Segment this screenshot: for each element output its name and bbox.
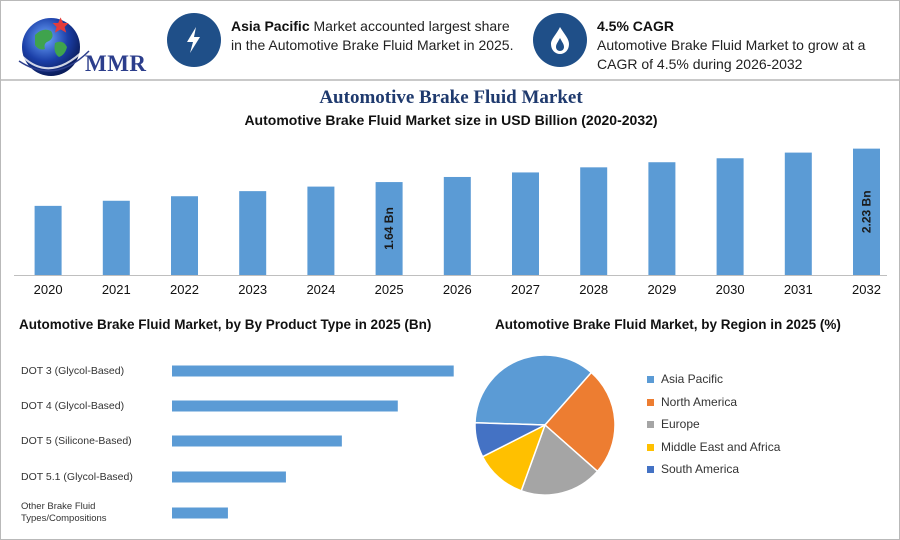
cagr-description: Automotive Brake Fluid Market to grow at… (597, 37, 866, 72)
x-tick-2029: 2029 (647, 282, 676, 297)
highlight-cagr: 4.5% CAGR Automotive Brake Fluid Market … (533, 13, 883, 74)
legend-swatch (647, 398, 654, 406)
chart-title: Automotive Brake Fluid Market (319, 87, 583, 108)
highlight-1-rest: Market accounted largest share in the Au… (231, 18, 514, 53)
pie-slice-0 (474, 354, 593, 426)
legend-swatch (647, 466, 654, 473)
highlight-1-bold: Asia Pacific (231, 18, 310, 34)
category-label-1: DOT 4 (Glycol-Based) (21, 400, 124, 412)
flame-drop-icon (551, 27, 569, 54)
highlight-1-badge (167, 13, 221, 67)
category-label-line-1: Types/Compositions (21, 513, 107, 524)
cagr-title: 4.5% CAGR (597, 18, 675, 34)
globe-icon (18, 17, 90, 76)
bar-2024 (307, 186, 335, 275)
category-label-0: DOT 3 (Glycol-Based) (21, 365, 124, 377)
category-label-2: DOT 5 (Silicone-Based) (21, 435, 132, 447)
chart-subtitle: Automotive Brake Fluid Market size in US… (244, 112, 658, 128)
bar-2029 (648, 162, 676, 275)
bar-2031 (784, 152, 812, 275)
hbar-3 (172, 471, 286, 483)
x-tick-2021: 2021 (102, 282, 131, 297)
bar-2022 (171, 196, 198, 275)
x-tick-2023: 2023 (238, 282, 267, 297)
x-tick-2024: 2024 (306, 282, 335, 297)
data-label-2032: 2.23 Bn (860, 190, 874, 233)
legend-label: Asia Pacific (661, 372, 724, 386)
legend-label: Middle East and Africa (661, 439, 781, 454)
category-label-4: Other Brake Fluid Types/Compositions (21, 501, 107, 524)
pie-slice-1 (543, 371, 616, 473)
bar-2021 (102, 200, 130, 275)
hbar-4 (172, 507, 228, 519)
legend-label: South America (661, 462, 740, 476)
hbar-2 (172, 435, 342, 447)
hbar-0 (172, 365, 454, 377)
category-label-3: DOT 5.1 (Glycol-Based) (21, 471, 133, 483)
x-tick-2027: 2027 (511, 282, 540, 297)
bar-2030 (716, 158, 744, 275)
legend-label: North America (661, 394, 738, 409)
legend-swatch (647, 421, 654, 428)
lightning-bolt-icon (187, 27, 200, 53)
region-pie-chart (474, 354, 616, 496)
market-size-bar-chart: 2020 2021 2022 2023 2024 2025 1.64 Bn 2026 2027 2… (14, 148, 887, 297)
x-tick-2020: 2020 (34, 282, 63, 297)
bar-2023 (239, 191, 267, 275)
hbar-1 (172, 400, 398, 412)
bar-2025 (375, 182, 403, 275)
highlight-asia-pacific: Asia Pacific Market accounted largest sh… (167, 13, 517, 71)
legend-swatch (647, 376, 654, 383)
data-label-2025: 1.64 Bn (382, 207, 396, 250)
pie-slice-2 (520, 423, 599, 496)
bar-2020 (34, 205, 62, 275)
legend-swatch (647, 443, 654, 451)
x-tick-2028: 2028 (579, 282, 608, 297)
x-tick-2026: 2026 (443, 282, 472, 297)
header-divider (1, 79, 899, 81)
x-tick-2022: 2022 (170, 282, 199, 297)
x-tick-2032: 2032 (852, 282, 881, 297)
product-type-chart-title: Automotive Brake Fluid Market, by By Pro… (19, 317, 432, 332)
x-tick-2030: 2030 (716, 282, 745, 297)
highlight-1-text: Asia Pacific Market accounted largest sh… (231, 17, 517, 55)
region-chart-title: Automotive Brake Fluid Market, by Region… (495, 317, 841, 332)
legend-label: Europe (661, 417, 700, 431)
highlight-2-badge (533, 13, 587, 67)
mmr-logo: MMR (15, 13, 146, 79)
bar-2028 (580, 167, 608, 275)
x-tick-2025: 2025 (375, 282, 404, 297)
bar-2032 (853, 148, 880, 275)
logo-text: MMR (85, 51, 147, 76)
x-tick-2031: 2031 (784, 282, 813, 297)
pie-slice-4 (474, 421, 546, 458)
highlight-2-text: 4.5% CAGR Automotive Brake Fluid Market … (597, 17, 883, 74)
product-type-bar-chart: DOT 3 (Glycol-Based) DOT 4 (Glycol-Based)… (21, 365, 454, 524)
bar-2026 (443, 176, 471, 275)
category-label-line-0: Other Brake Fluid (21, 501, 95, 512)
bar-2027 (512, 172, 539, 275)
